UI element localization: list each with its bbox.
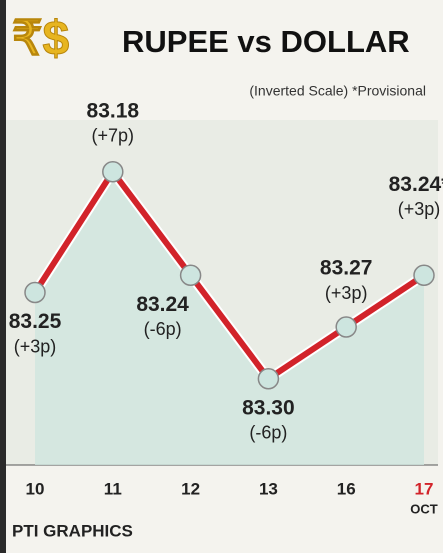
x-tick-label: 10: [26, 479, 45, 498]
left-border: [0, 0, 6, 553]
value-label: 83.24*: [389, 173, 443, 196]
change-label: (-6p): [249, 423, 287, 443]
x-tick-label: 16: [337, 479, 356, 498]
point: [336, 317, 356, 337]
point: [181, 265, 201, 285]
point: [103, 162, 123, 182]
x-tick-label: 11: [104, 479, 122, 498]
rupee-icon: ₹$: [12, 13, 70, 66]
footer: PTI GRAPHICS: [12, 521, 133, 540]
point: [414, 265, 434, 285]
change-label: (+3p): [325, 283, 368, 303]
value-label: 83.18: [87, 99, 140, 122]
change-label: (+3p): [14, 336, 57, 356]
x-tick-label: 17: [415, 479, 434, 498]
value-label: 83.30: [242, 396, 295, 419]
value-label: 83.27: [320, 257, 373, 280]
change-label: (+3p): [398, 199, 441, 219]
chart: ₹$ RUPEE vs DOLLAR (Inverted Scale) *Pro…: [0, 0, 443, 553]
chart-title: RUPEE vs DOLLAR: [122, 24, 410, 59]
change-label: (-6p): [144, 319, 182, 339]
month-label: OCT: [410, 501, 438, 516]
subtitle: (Inverted Scale) *Provisional: [249, 83, 426, 99]
x-tick-label: 12: [181, 479, 200, 498]
point: [258, 369, 278, 389]
change-label: (+7p): [92, 126, 135, 146]
point: [25, 283, 45, 303]
value-label: 83.24: [136, 293, 189, 316]
x-tick-label: 13: [259, 479, 278, 498]
value-label: 83.25: [9, 310, 62, 333]
